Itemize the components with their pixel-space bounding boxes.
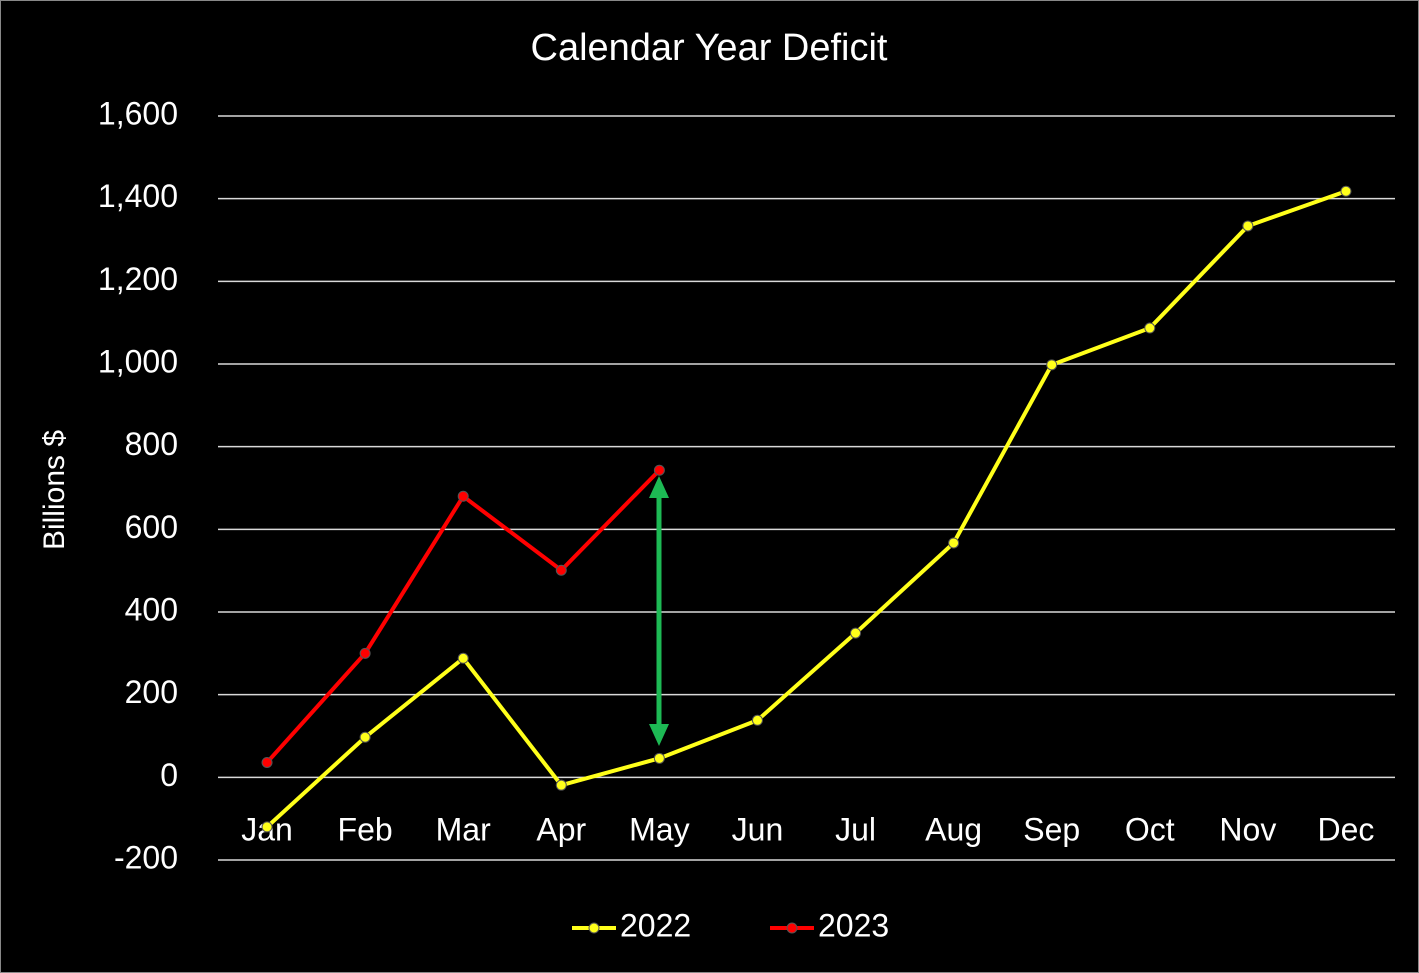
data-point	[1046, 359, 1058, 371]
data-point	[751, 714, 763, 726]
data-point	[1144, 322, 1156, 334]
x-tick-label: Dec	[1318, 811, 1375, 847]
data-point	[457, 652, 469, 664]
y-tick-label: 800	[125, 426, 178, 462]
difference-arrow	[649, 476, 669, 746]
y-tick-label: 600	[125, 509, 178, 545]
data-point	[555, 779, 567, 791]
data-point	[1242, 220, 1254, 232]
x-tick-label: Feb	[338, 811, 393, 847]
series-line	[265, 189, 1347, 829]
y-tick-label: 200	[125, 674, 178, 710]
chart-title: Calendar Year Deficit	[531, 27, 888, 69]
data-point	[653, 752, 665, 764]
data-point	[359, 731, 371, 743]
legend-marker	[588, 922, 600, 934]
y-tick-label: 1,000	[98, 343, 178, 379]
x-tick-label: Mar	[436, 811, 491, 847]
data-point	[653, 464, 665, 476]
x-tick-label: Jul	[835, 811, 876, 847]
x-tick-label: Nov	[1219, 811, 1276, 847]
data-point	[457, 490, 469, 502]
y-tick-label: 0	[160, 757, 178, 793]
x-tick-label: Jun	[732, 811, 784, 847]
grid	[218, 115, 1395, 861]
y-tick-label: 1,600	[98, 95, 178, 131]
arrow-head	[649, 724, 669, 746]
data-point	[1340, 185, 1352, 197]
x-tick-label: Sep	[1023, 811, 1080, 847]
y-axis-label: Billions $	[38, 430, 71, 550]
data-point	[850, 627, 862, 639]
legend-marker	[786, 922, 798, 934]
x-tick-label: Oct	[1125, 811, 1175, 847]
x-tick-label: Apr	[536, 811, 586, 847]
x-tick-label: Aug	[925, 811, 982, 847]
data-point	[261, 821, 273, 833]
legend-label: 2023	[818, 907, 889, 943]
y-tick-label: 1,400	[98, 178, 178, 214]
arrow-head	[649, 476, 669, 498]
data-point	[948, 537, 960, 549]
data-point	[359, 647, 371, 659]
x-tick-label: May	[629, 811, 689, 847]
data-point	[261, 756, 273, 768]
y-tick-label: -200	[114, 839, 178, 875]
legend-label: 2022	[620, 907, 691, 943]
data-point	[555, 564, 567, 576]
y-tick-label: 1,200	[98, 261, 178, 297]
y-tick-label: 400	[125, 591, 178, 627]
